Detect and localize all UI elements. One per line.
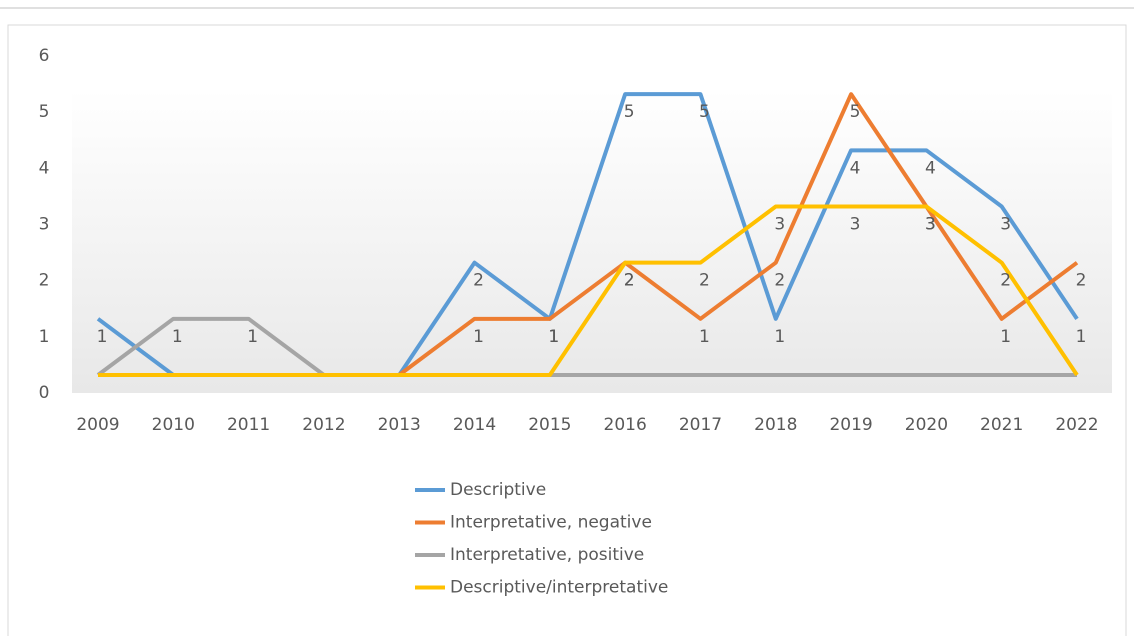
data-label: 3 — [1000, 215, 1011, 235]
y-tick-label: 5 — [39, 102, 50, 122]
x-tick-label: 2011 — [227, 415, 270, 435]
data-label: 2 — [699, 271, 710, 291]
data-label: 5 — [624, 102, 635, 122]
data-label: 4 — [850, 158, 861, 178]
x-tick-label: 2009 — [76, 415, 119, 435]
x-tick-label: 2021 — [980, 415, 1023, 435]
data-label: 3 — [774, 215, 785, 235]
data-label: 1 — [97, 327, 108, 347]
legend-label: Descriptive — [450, 480, 546, 500]
x-tick-label: 2016 — [604, 415, 647, 435]
x-tick-label: 2017 — [679, 415, 722, 435]
x-tick-label: 2013 — [378, 415, 421, 435]
series-line — [96, 316, 1077, 377]
x-tick-label: 2022 — [1055, 415, 1098, 435]
data-label: 2 — [624, 271, 635, 291]
x-tick-label: 2014 — [453, 415, 496, 435]
data-label: 1 — [1000, 327, 1011, 347]
data-label: 1 — [473, 327, 484, 347]
x-tick-label: 2010 — [152, 415, 195, 435]
y-tick-label: 4 — [39, 158, 50, 178]
x-tick-label: 2020 — [905, 415, 948, 435]
data-label: 3 — [925, 215, 936, 235]
data-label: 2 — [774, 271, 785, 291]
x-tick-label: 2018 — [754, 415, 797, 435]
data-label: 1 — [172, 327, 183, 347]
data-label: 1 — [247, 327, 258, 347]
y-tick-label: 2 — [39, 271, 50, 291]
data-label: 1 — [548, 327, 559, 347]
data-label: 3 — [850, 215, 861, 235]
data-label: 5 — [850, 102, 861, 122]
x-tick-label: 2019 — [829, 415, 872, 435]
y-tick-label: 1 — [39, 327, 50, 347]
y-tick-label: 6 — [39, 46, 50, 66]
y-tick-label: 0 — [39, 383, 50, 403]
data-label: 4 — [925, 158, 936, 178]
series-line — [98, 204, 1079, 377]
x-tick-label: 2012 — [302, 415, 345, 435]
data-label: 2 — [1076, 271, 1087, 291]
legend-label: Interpretative, negative — [450, 513, 652, 533]
data-label: 2 — [1000, 271, 1011, 291]
data-label: 1 — [699, 327, 710, 347]
data-label: 2 — [473, 271, 484, 291]
data-label: 5 — [699, 102, 710, 122]
data-label: 1 — [774, 327, 785, 347]
legend-label: Descriptive/interpretative — [450, 578, 668, 598]
legend-label: Interpretative, positive — [450, 545, 644, 565]
data-label: 2 — [624, 271, 635, 291]
y-tick-label: 3 — [39, 215, 50, 235]
data-label: 1 — [548, 327, 559, 347]
plot-background — [72, 90, 1112, 393]
data-label: 3 — [925, 215, 936, 235]
x-tick-label: 2015 — [528, 415, 571, 435]
data-label: 1 — [1076, 327, 1087, 347]
